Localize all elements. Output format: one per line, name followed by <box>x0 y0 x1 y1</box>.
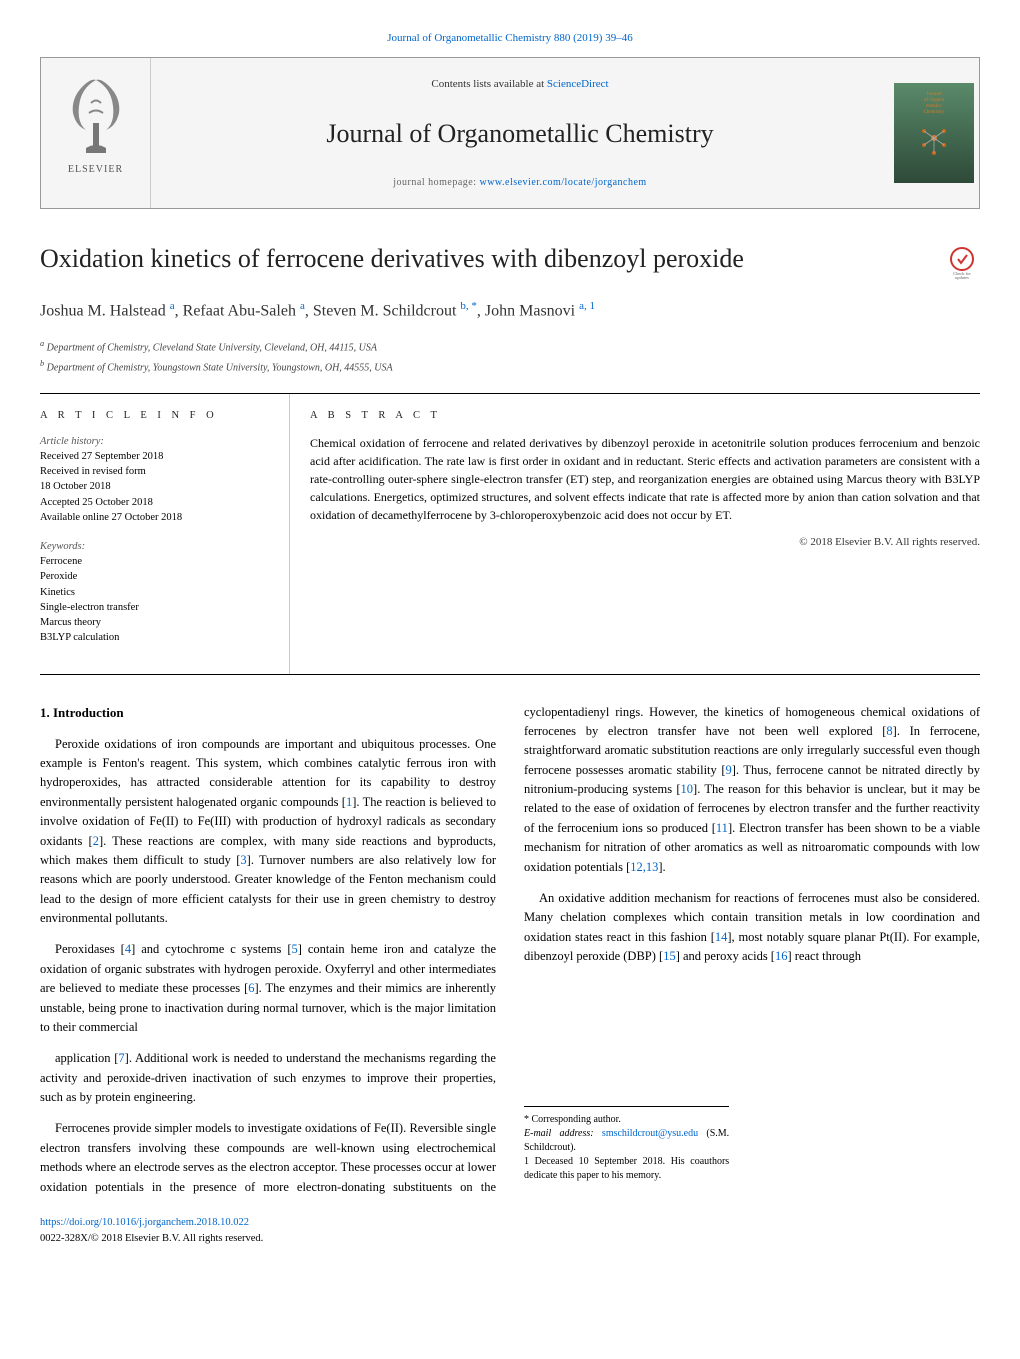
article-title: Oxidation kinetics of ferrocene derivati… <box>40 239 744 278</box>
footer-notes: * Corresponding author. E-mail address: … <box>524 1106 729 1183</box>
journal-header: ELSEVIER Contents lists available at Sci… <box>40 57 980 210</box>
header-center: Contents lists available at ScienceDirec… <box>151 58 889 209</box>
email-prefix: E-mail address: <box>524 1128 602 1139</box>
keyword-line: Marcus theory <box>40 615 269 630</box>
body-text: 1. Introduction Peroxide oxidations of i… <box>40 703 980 1197</box>
keyword-line: Peroxide <box>40 569 269 584</box>
history-line: Accepted 25 October 2018 <box>40 495 269 510</box>
introduction-heading: 1. Introduction <box>40 703 496 723</box>
svg-text:of Organo: of Organo <box>924 98 945 103</box>
body-paragraph: application [7]. Additional work is need… <box>40 1049 496 1107</box>
article-info-column: A R T I C L E I N F O Article history: R… <box>40 394 290 674</box>
check-updates-icon[interactable]: Check for updates <box>944 245 980 281</box>
elsevier-tree-icon <box>61 68 131 158</box>
article-info-label: A R T I C L E I N F O <box>40 408 269 424</box>
abstract-copyright: © 2018 Elsevier B.V. All rights reserved… <box>310 534 980 551</box>
email-link[interactable]: smschildcrout@ysu.edu <box>602 1128 698 1139</box>
authors-line: Joshua M. Halstead a, Refaat Abu-Saleh a… <box>40 298 980 323</box>
svg-text:updates: updates <box>955 275 969 280</box>
body-paragraph: Peroxide oxidations of iron compounds ar… <box>40 735 496 929</box>
svg-text:Journal: Journal <box>927 92 942 97</box>
cover-thumbnail-block: Journal of Organo metallic Chemistry <box>889 58 979 209</box>
article-keywords: Keywords: FerrocenePeroxideKineticsSingl… <box>40 539 269 646</box>
history-line: 18 October 2018 <box>40 479 269 494</box>
homepage-link[interactable]: www.elsevier.com/locate/jorganchem <box>479 177 646 188</box>
history-line: Available online 27 October 2018 <box>40 510 269 525</box>
footer-doi-block: https://doi.org/10.1016/j.jorganchem.201… <box>40 1215 980 1247</box>
publisher-name: ELSEVIER <box>68 162 123 177</box>
top-citation-link[interactable]: Journal of Organometallic Chemistry 880 … <box>40 30 980 47</box>
sciencedirect-link[interactable]: ScienceDirect <box>547 78 609 90</box>
affiliation-line: b Department of Chemistry, Youngstown St… <box>40 358 980 375</box>
abstract-column: A B S T R A C T Chemical oxidation of fe… <box>290 394 980 674</box>
body-paragraph: An oxidative addition mechanism for reac… <box>524 889 980 967</box>
journal-title: Journal of Organometallic Chemistry <box>161 114 879 153</box>
history-label: Article history: <box>40 434 269 449</box>
homepage-prefix: journal homepage: <box>393 177 479 188</box>
contents-prefix: Contents lists available at <box>431 78 546 90</box>
history-line: Received 27 September 2018 <box>40 449 269 464</box>
abstract-text: Chemical oxidation of ferrocene and rela… <box>310 434 980 524</box>
journal-cover-icon: Journal of Organo metallic Chemistry <box>894 83 974 183</box>
article-history: Article history: Received 27 September 2… <box>40 434 269 525</box>
email-line: E-mail address: smschildcrout@ysu.edu (S… <box>524 1127 729 1155</box>
keyword-line: Ferrocene <box>40 554 269 569</box>
homepage-line: journal homepage: www.elsevier.com/locat… <box>161 175 879 190</box>
history-line: Received in revised form <box>40 464 269 479</box>
body-paragraph: Peroxidases [4] and cytochrome c systems… <box>40 940 496 1037</box>
info-abstract-row: A R T I C L E I N F O Article history: R… <box>40 393 980 675</box>
doi-link[interactable]: https://doi.org/10.1016/j.jorganchem.201… <box>40 1217 249 1228</box>
keywords-label: Keywords: <box>40 539 269 554</box>
affiliations: a Department of Chemistry, Cleveland Sta… <box>40 338 980 375</box>
corresponding-author-note: * Corresponding author. <box>524 1113 729 1127</box>
keyword-line: B3LYP calculation <box>40 630 269 645</box>
svg-text:Chemistry: Chemistry <box>924 110 945 115</box>
keyword-line: Kinetics <box>40 585 269 600</box>
svg-text:metallic: metallic <box>926 104 943 109</box>
issn-line: 0022-328X/© 2018 Elsevier B.V. All right… <box>40 1233 263 1244</box>
publisher-logo-block: ELSEVIER <box>41 58 151 209</box>
keyword-line: Single-electron transfer <box>40 600 269 615</box>
affiliation-line: a Department of Chemistry, Cleveland Sta… <box>40 338 980 355</box>
contents-line: Contents lists available at ScienceDirec… <box>161 76 879 93</box>
abstract-label: A B S T R A C T <box>310 408 980 424</box>
deceased-note: 1 Deceased 10 September 2018. His coauth… <box>524 1155 729 1183</box>
